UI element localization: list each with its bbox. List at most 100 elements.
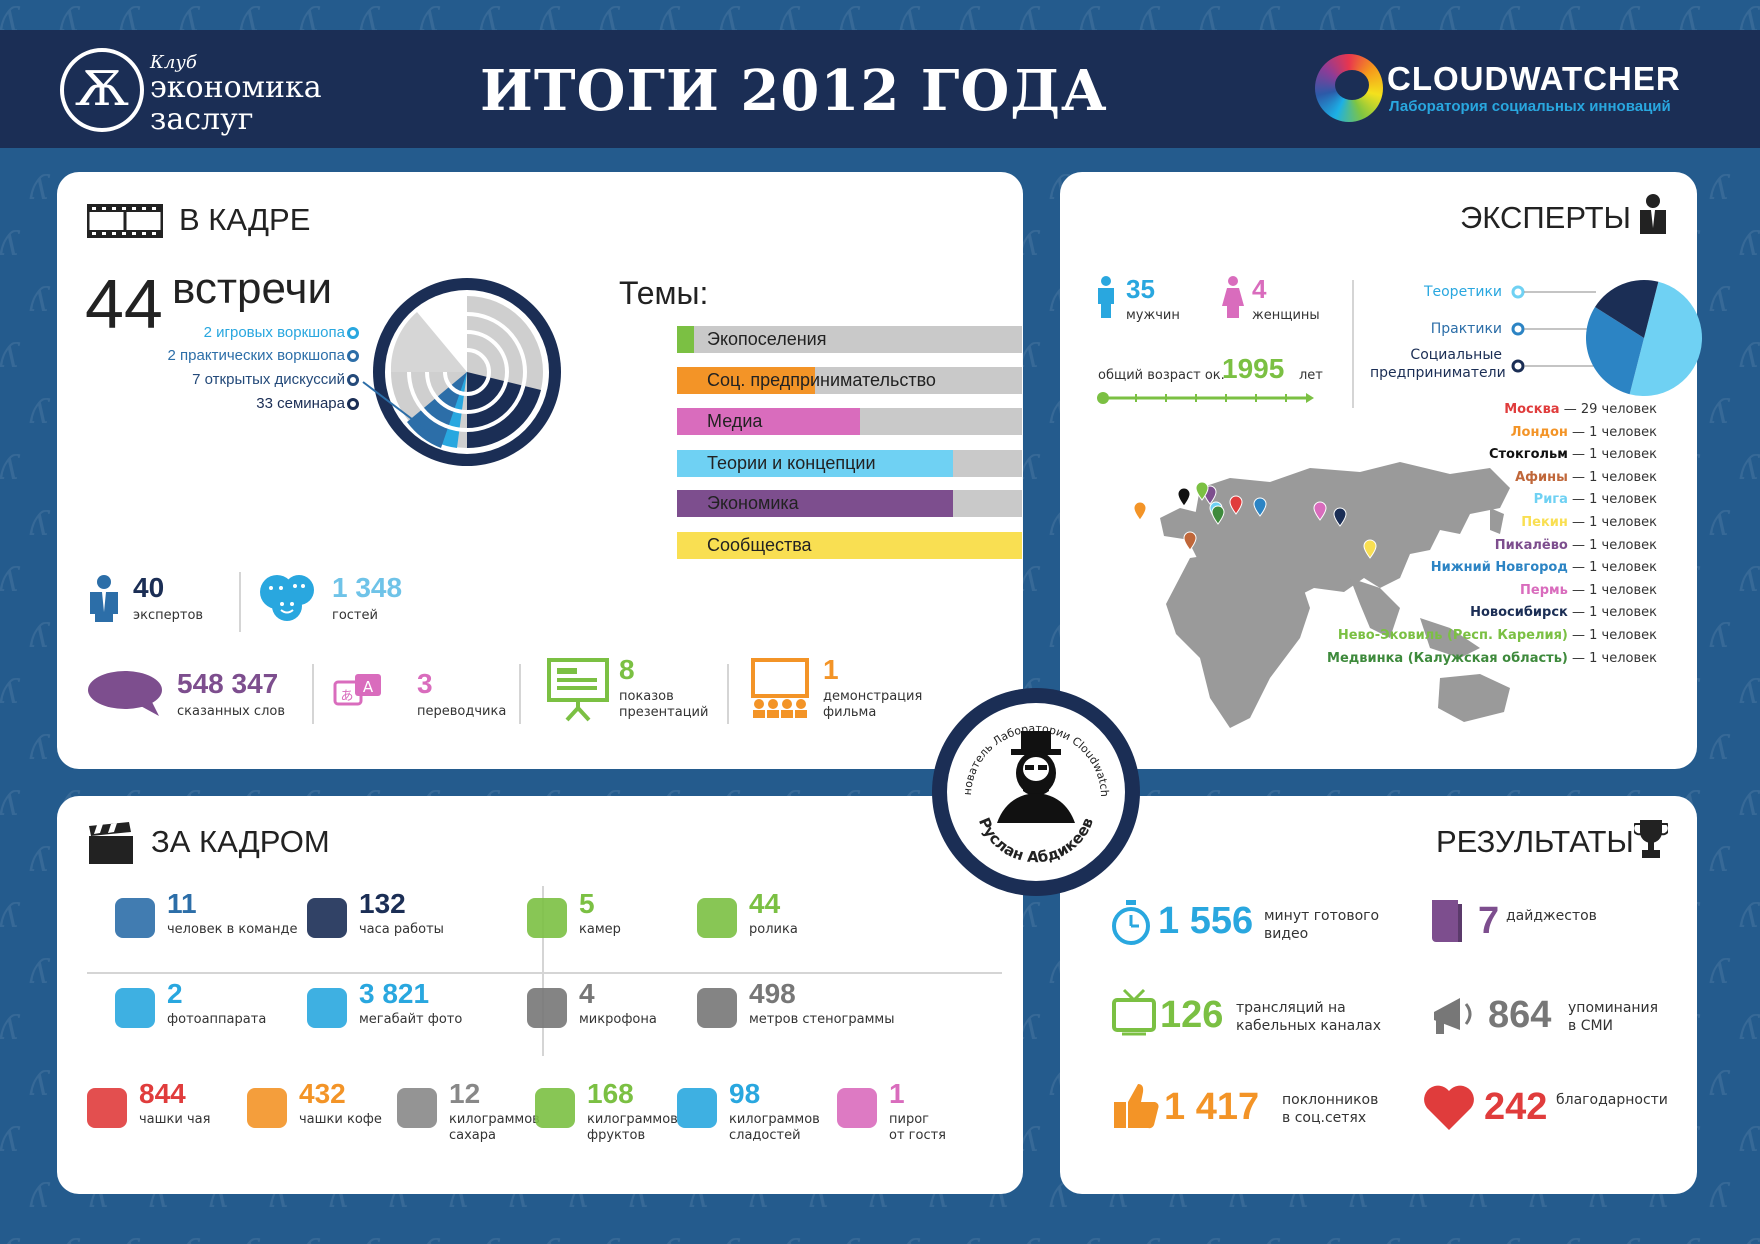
stat-number: 1 <box>889 1078 905 1109</box>
founder-inner: основатель Лаборатории Cloudwatcher Русл… <box>947 703 1125 881</box>
fans-label2: в соц.сетях <box>1282 1110 1367 1126</box>
stat-label: килограммов сладостей <box>729 1112 820 1144</box>
pattern-glyph: ʎ <box>360 1232 379 1244</box>
topic-bar: Теории и концепции <box>677 450 1022 477</box>
topic-bar-fill <box>677 326 695 353</box>
translators-count: 3 <box>417 668 433 699</box>
presentation-board-icon <box>547 658 609 722</box>
divider <box>239 572 241 632</box>
stat-number: 844 <box>139 1078 186 1109</box>
brand-subtitle: Лаборатория социальных инноваций <box>1389 98 1671 115</box>
meetings-radial-chart <box>362 278 561 466</box>
media-mentions-count: 864 <box>1488 994 1552 1036</box>
pattern-glyph: ʎ <box>30 504 50 544</box>
pattern-glyph: ʎ <box>1260 1232 1279 1244</box>
pattern-glyph: ʎ <box>1710 728 1730 768</box>
city-count: — 1 человек <box>1567 628 1657 643</box>
pattern-glyph: ʎ <box>1020 224 1040 264</box>
meeting-type-label: 2 практических воркшопа <box>167 347 345 364</box>
pattern-glyph: ʎ <box>1740 784 1760 824</box>
pattern-glyph: ʎ <box>1680 1232 1699 1244</box>
experts-pie-chart <box>1511 280 1702 396</box>
pattern-glyph: ʎ <box>1710 952 1730 992</box>
media-label2: в СМИ <box>1568 1018 1614 1034</box>
pattern-glyph: ʎ <box>0 784 20 824</box>
pattern-glyph: ʎ <box>1380 1232 1399 1244</box>
translators-label: переводчика <box>417 704 507 719</box>
meeting-type-label: 33 семинара <box>256 395 345 412</box>
stat-number: 12 <box>449 1078 481 1109</box>
stat-icon <box>677 1088 717 1128</box>
stat-number: 2 <box>167 978 183 1009</box>
stat-label-line: сахара <box>449 1128 496 1143</box>
city-count: — 1 человек <box>1567 515 1657 530</box>
city-list: Москва — 29 человек Лондон — 1 человек Сто… <box>1327 402 1657 666</box>
stat-label-line: пирог <box>889 1112 929 1127</box>
pattern-glyph: ʎ <box>30 840 50 880</box>
thanks-label: благодарности <box>1556 1092 1668 1108</box>
city-count: — 1 человек <box>1567 424 1657 440</box>
stat-label: человек в команде <box>167 922 298 937</box>
expert-person-icon <box>90 575 118 622</box>
stat-label: ролика <box>749 922 798 937</box>
stat-number: 3 821 <box>359 978 430 1009</box>
pattern-glyph: ʎ <box>180 1232 199 1244</box>
svg-text:あ: あ <box>340 689 353 704</box>
pattern-glyph: ʎ <box>780 1232 799 1244</box>
stopwatch-icon <box>1112 900 1150 945</box>
pattern-glyph: ʎ <box>1740 448 1760 488</box>
pattern-glyph: ʎ <box>420 1232 439 1244</box>
stat-label: камер <box>579 922 621 937</box>
map-pin <box>1333 507 1347 527</box>
pattern-glyph: ʎ <box>1710 392 1730 432</box>
stat-icon <box>307 898 347 938</box>
tv-label2: кабельных каналах <box>1236 1018 1382 1034</box>
pattern-glyph: ʎ <box>0 448 20 488</box>
stat-number: 44 <box>749 888 781 919</box>
meetings-count: 44 <box>85 265 163 343</box>
cloudwatcher-logo[interactable]: CLOUDWATCHER Лаборатория социальных инно… <box>1315 54 1715 144</box>
pattern-glyph: ʎ <box>480 1232 499 1244</box>
pattern-glyph: ʎ <box>1140 1232 1159 1244</box>
pattern-glyph: ʎ <box>30 728 50 768</box>
city-item: Пекин — 1 человек <box>1521 515 1657 530</box>
topic-label: Медиа <box>707 411 763 431</box>
video-label2: видео <box>1264 926 1309 942</box>
stat-number: 11 <box>167 888 197 919</box>
age-suffix: лет <box>1299 368 1323 383</box>
topic-label: Экопоселения <box>707 329 827 349</box>
map-pin <box>1313 501 1327 521</box>
city-name: Пекин <box>1521 515 1568 530</box>
fans-label1: поклонников <box>1282 1092 1379 1108</box>
experts-count: 40 <box>133 572 165 603</box>
city-count: — 1 человек <box>1567 492 1657 508</box>
stat-icon <box>307 988 347 1028</box>
stat-label-line: килограммов <box>587 1112 678 1127</box>
divider <box>542 886 544 1056</box>
stat-icon <box>247 1088 287 1128</box>
words-label: сказанных слов <box>177 704 286 719</box>
stat-label: фотоаппарата <box>167 1012 267 1027</box>
city-item: Новосибирск — 1 человек <box>1470 605 1657 620</box>
divider <box>519 664 521 724</box>
presentations-label1: показов <box>619 689 674 704</box>
pattern-glyph: ʎ <box>30 616 50 656</box>
pie-slice <box>1629 281 1702 396</box>
city-count: — 29 человек <box>1559 402 1657 417</box>
map-pin <box>1253 497 1267 517</box>
pie-label-theorists: Теоретики <box>1423 284 1502 300</box>
club-logo[interactable]: Ѫ Клуб экономика заслуг <box>60 46 360 137</box>
stat-icon <box>527 988 567 1028</box>
city-count: — 1 человек <box>1567 537 1657 553</box>
pattern-glyph: ʎ <box>1200 1232 1219 1244</box>
films-count: 1 <box>823 654 839 685</box>
pattern-glyph: ʎ <box>240 1232 259 1244</box>
founder-silhouette <box>997 731 1075 823</box>
city-count: — 1 человек <box>1567 560 1657 576</box>
trophy-icon <box>1634 820 1668 858</box>
city-name: Афины <box>1515 469 1568 485</box>
pattern-glyph: ʎ <box>1020 560 1040 600</box>
pattern-glyph: ʎ <box>1710 840 1730 880</box>
club-logo-icon: Ѫ <box>60 48 144 132</box>
pattern-glyph: ʎ <box>1020 336 1040 376</box>
